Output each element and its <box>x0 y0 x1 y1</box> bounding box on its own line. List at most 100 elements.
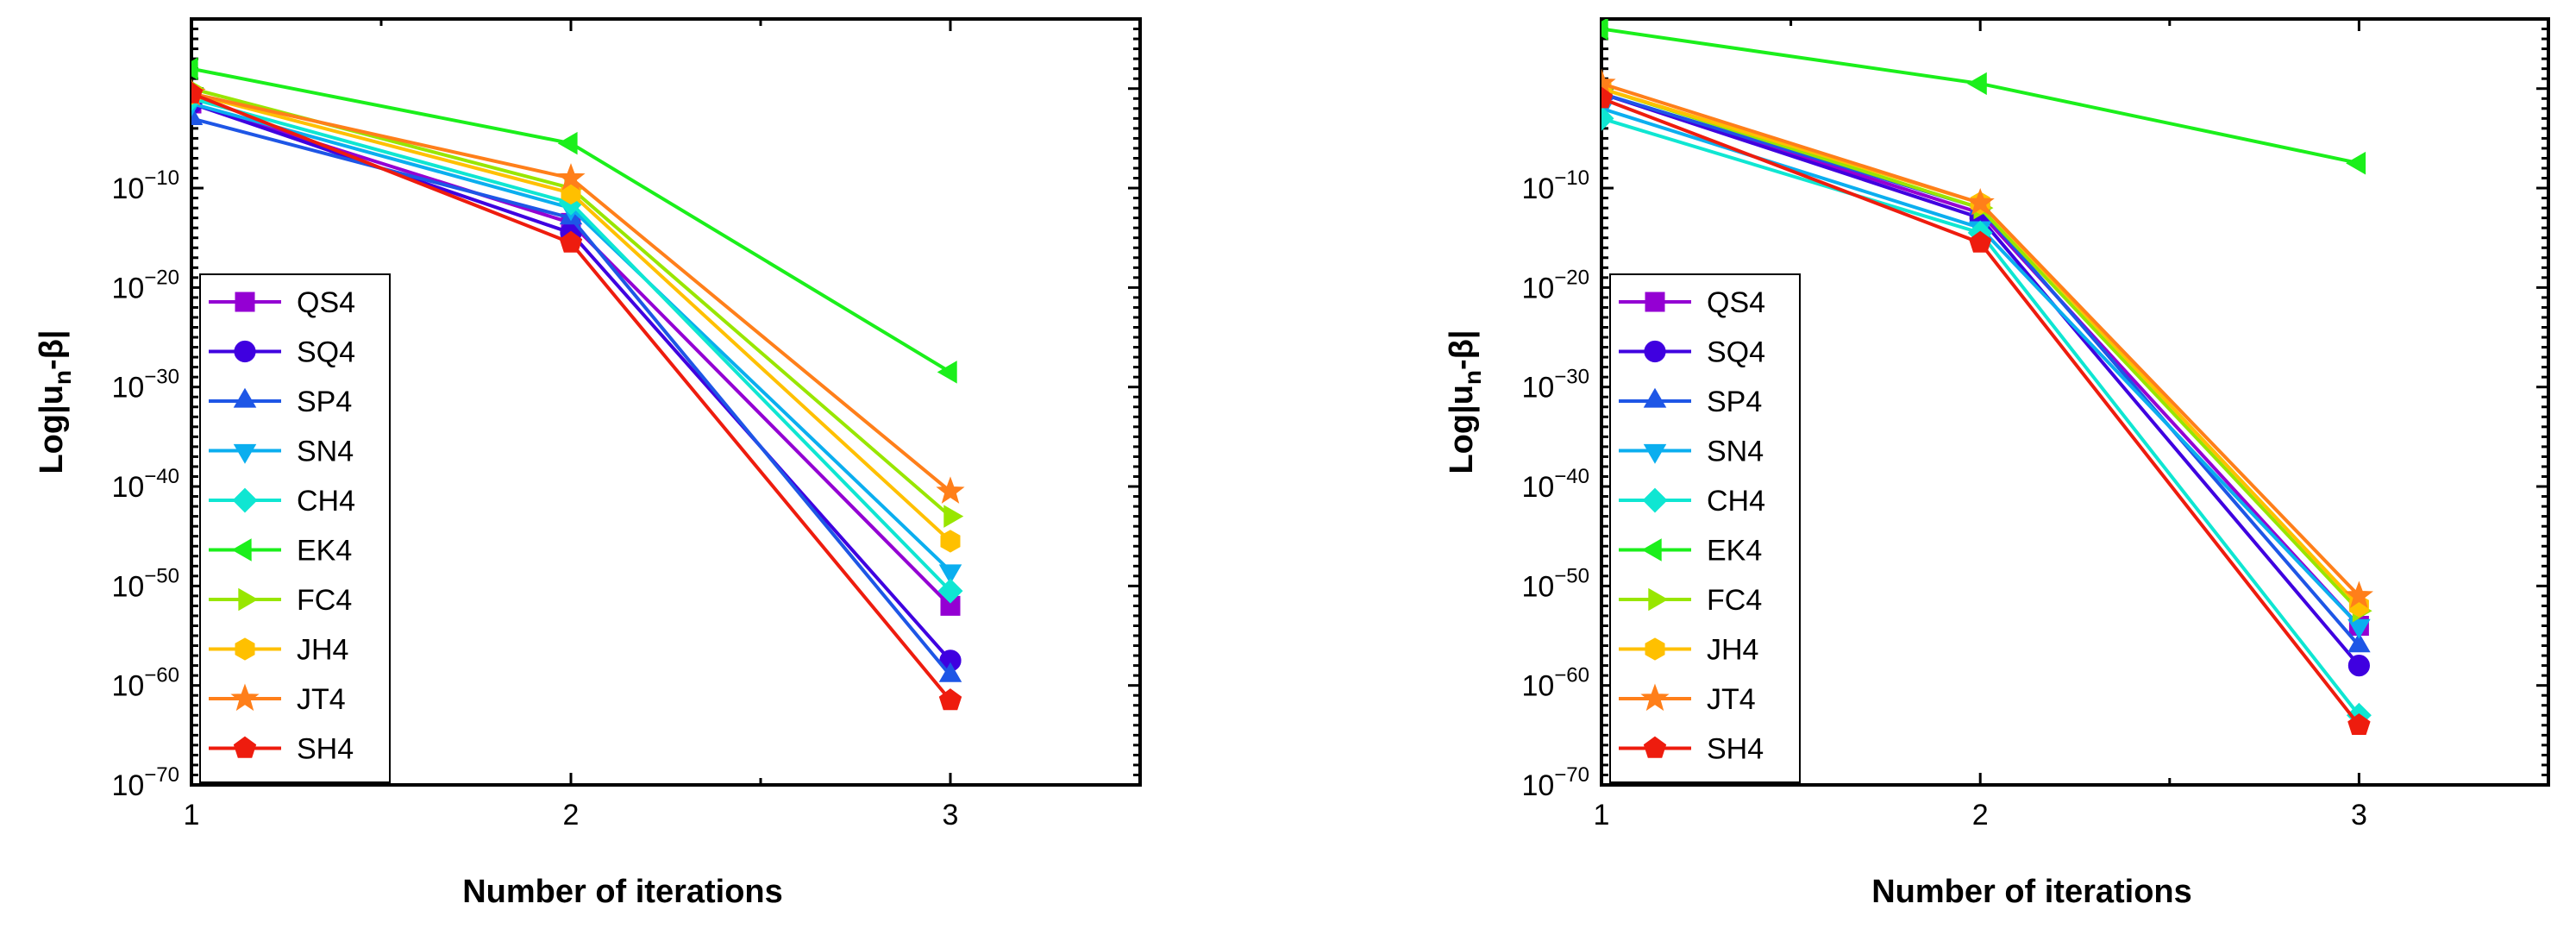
x-axis-label: Number of iterations <box>1871 874 2192 910</box>
x-axis-label: Number of iterations <box>462 874 783 910</box>
legend-marker <box>230 683 260 712</box>
x-tick-label: 2 <box>1972 799 1989 831</box>
legend-entry-label: JT4 <box>297 683 346 716</box>
legend-marker <box>235 292 255 312</box>
data-point-ch4 <box>937 578 963 604</box>
legend-marker <box>233 387 257 408</box>
chart-panel-right: 10−70 10−60 10−50 10−40 10−30 10−20 10−10 1 2 3 Nu… <box>1444 17 2550 910</box>
y-tick-label: 10−70 <box>111 763 179 802</box>
legend-marker <box>1643 387 1667 408</box>
legend-marker <box>234 340 256 363</box>
legend-entry-label: SQ4 <box>1707 336 1765 369</box>
legend-entry-label: FC4 <box>297 584 352 617</box>
data-point-ek4 <box>937 361 957 384</box>
data-point-sn4 <box>938 564 962 585</box>
data-point-ch4 <box>1601 105 1614 131</box>
x-tick-label: 2 <box>563 799 580 831</box>
data-point-ek4 <box>191 57 198 80</box>
legend-marker <box>1645 292 1665 312</box>
legend-marker <box>1644 340 1666 363</box>
y-axis-label: Log|un-β| <box>1444 329 1486 474</box>
legend-marker <box>233 443 257 464</box>
y-tick-label: 10−50 <box>111 564 179 603</box>
data-point-sn4 <box>2347 618 2371 639</box>
legend-entry-label: EK4 <box>297 535 352 568</box>
data-point-jt4 <box>2344 580 2373 608</box>
x-tick-label: 1 <box>184 799 200 831</box>
legend-marker <box>1640 683 1670 712</box>
legend-entry-label: QS4 <box>297 286 355 319</box>
legend-entry-label: SH4 <box>297 733 354 766</box>
data-point-jt4 <box>1965 187 1995 216</box>
legend-entry-label: FC4 <box>1707 584 1762 617</box>
data-point-jt4 <box>936 476 965 504</box>
legend-marker <box>1643 736 1667 758</box>
legend-marker <box>1645 637 1665 661</box>
data-point-jt4 <box>556 163 586 191</box>
legend-entry-label: JT4 <box>1707 683 1756 716</box>
legend-marker <box>1642 487 1668 513</box>
legend-entry-label: JH4 <box>1707 634 1758 667</box>
chart-panel-left: 10−70 10−60 10−50 10−40 10−30 10−20 10−10 1 2 3 Nu… <box>34 17 1142 910</box>
legend-marker <box>235 637 255 661</box>
x-tick-label: 1 <box>1594 799 1610 831</box>
y-tick-label: 10−20 <box>1521 266 1589 304</box>
data-point-jt4 <box>1601 68 1616 97</box>
plot-frame <box>1600 17 2550 787</box>
series-group <box>1601 19 2373 735</box>
data-point-sp4 <box>938 662 962 682</box>
legend-entry-label: SQ4 <box>297 336 355 369</box>
y-tick-label: 10−20 <box>111 266 179 304</box>
data-point-sh4 <box>1969 230 1992 253</box>
data-point-jh4 <box>940 530 961 553</box>
y-tick-label: 10−30 <box>1521 366 1589 405</box>
legend: QS4 SQ4 SP4 SN4 CH4 EK4 FC4 JH4 JT4 SH4 <box>1609 273 1801 783</box>
plot-frame <box>190 17 1142 787</box>
data-point-ek4 <box>557 131 578 155</box>
y-tick-label: 10−60 <box>1521 664 1589 703</box>
data-point-sh4 <box>2347 712 2371 735</box>
y-tick-label: 10−10 <box>1521 166 1589 205</box>
data-point-sp4 <box>191 104 204 125</box>
data-point-sh4 <box>191 81 204 104</box>
legend-entry-label: JH4 <box>297 634 348 667</box>
data-point-sq4 <box>2347 655 2370 677</box>
y-tick-label: 10−60 <box>111 664 179 703</box>
legend-marker <box>1641 538 1662 562</box>
y-axis-label: Log|un-β| <box>34 329 76 474</box>
legend: QS4 SQ4 SP4 SN4 CH4 EK4 FC4 JH4 JT4 SH4 <box>199 273 391 783</box>
legend-entry-label: SN4 <box>1707 436 1764 468</box>
y-tick-label: 10−40 <box>1521 465 1589 504</box>
x-tick-label: 3 <box>2351 799 2367 831</box>
data-point-sp4 <box>2347 632 2371 653</box>
legend-entry-label: SP4 <box>297 386 352 418</box>
data-point-ek4 <box>2346 151 2366 175</box>
legend-marker <box>233 736 257 758</box>
y-tick-label: 10−30 <box>111 366 179 405</box>
x-tick-label: 3 <box>943 799 959 831</box>
data-point-sh4 <box>938 688 962 711</box>
legend-entry-label: EK4 <box>1707 535 1762 568</box>
legend-marker <box>232 487 258 513</box>
legend-entry-label: SN4 <box>297 436 354 468</box>
data-point-fc4 <box>943 505 964 528</box>
y-tick-label: 10−40 <box>111 465 179 504</box>
legend-entry-label: SP4 <box>1707 386 1762 418</box>
legend-marker <box>1648 587 1669 612</box>
series-group <box>191 57 965 711</box>
data-point-sh4 <box>559 230 583 253</box>
data-point-sh4 <box>1601 86 1614 109</box>
legend-entry-label: SH4 <box>1707 733 1764 766</box>
data-point-ek4 <box>1601 19 1608 41</box>
data-point-ek4 <box>1966 72 1987 96</box>
y-tick-label: 10−50 <box>1521 564 1589 603</box>
y-tick-label: 10−10 <box>111 166 179 205</box>
legend-marker <box>1643 443 1667 464</box>
legend-entry-label: CH4 <box>297 485 355 518</box>
legend-entry-label: CH4 <box>1707 485 1765 518</box>
legend-entry-label: QS4 <box>1707 286 1765 319</box>
legend-marker <box>231 538 252 562</box>
y-tick-label: 10−70 <box>1521 763 1589 802</box>
legend-marker <box>238 587 259 612</box>
